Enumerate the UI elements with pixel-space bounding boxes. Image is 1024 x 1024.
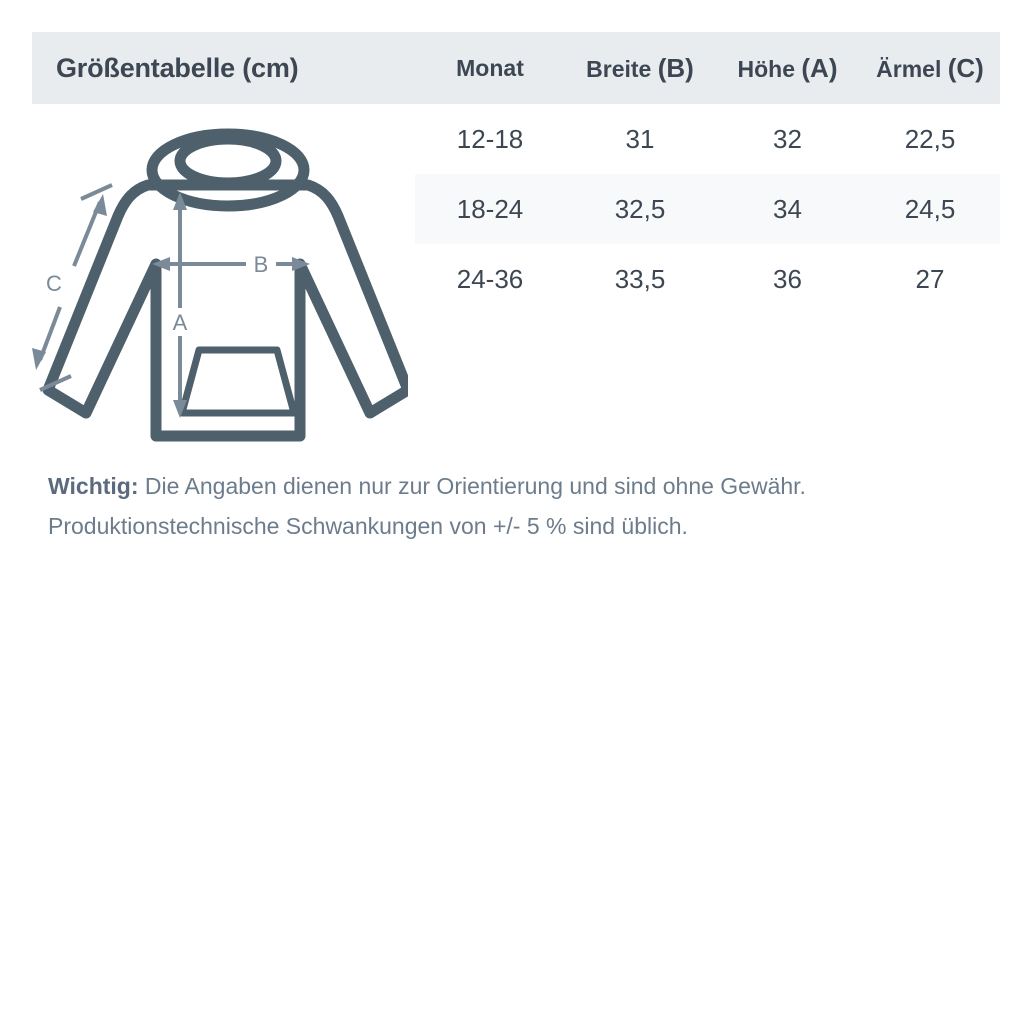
cell-width: 32,5 [614,193,666,224]
cell-month: 12-18 [456,123,524,154]
size-table: Monat Breite (B) Höhe (A) Ärmel (C) 12-1… [415,32,1000,314]
hoodie-garment-icon [42,128,414,442]
disclaimer-line-2: Produktionstechnische Schwankungen von +… [48,513,688,539]
cell-height: 32 [773,123,802,154]
disclaimer-line-1: Wichtig: Die Angaben dienen nur zur Orie… [48,466,978,506]
cell-sleeve: 27 [915,263,945,294]
dimension-label-b: B [254,252,269,277]
table-row: 24-36 33,5 36 27 [415,244,1000,314]
dimension-c-arrow [32,183,113,392]
hood-inner-ellipse [174,133,282,189]
cell-height: 36 [773,263,802,294]
column-header-sleeve: Ärmel (C) [860,32,1000,104]
cell-sleeve: 24,5 [904,193,956,224]
dimension-b-arrow [152,257,310,271]
dimension-label-a: A [173,310,188,335]
column-header-width-dim: (B) [657,52,694,83]
column-header-sleeve-label: Ärmel [876,55,942,82]
column-header-width: Breite (B) [565,32,715,104]
disclaimer-line-1-text: Die Angaben dienen nur zur Orientierung … [138,473,806,499]
cell-width: 31 [625,123,655,154]
page-title: Größentabelle (cm) [56,53,299,83]
column-header-month-label: Monat [456,54,524,81]
hoodie-diagram-svg: A B C [32,128,414,442]
header-band [32,32,1000,104]
column-header-month: Monat [415,32,565,104]
dimension-label-c: C [46,271,62,296]
table-row: 12-18 31 32 22,5 [415,104,1000,174]
cell-month: 24-36 [456,263,524,294]
hoodie-illustration: A B C [28,128,414,453]
cell-sleeve: 22,5 [904,123,956,154]
hoodie-pocket [178,346,298,417]
table-row: 18-24 32,5 34 24,5 [415,174,1000,244]
dimension-labels: A B C [46,252,268,335]
hood-outer-ellipse [146,128,310,212]
cell-width: 33,5 [614,263,666,294]
disclaimer-bold-prefix: Wichtig: [48,473,139,499]
cell-month: 18-24 [456,193,524,224]
column-header-height-dim: (A) [801,52,838,83]
column-header-sleeve-dim: (C) [947,52,984,83]
table-header-row: Monat Breite (B) Höhe (A) Ärmel (C) [415,32,1000,104]
dimension-annotations [32,183,310,418]
cell-height: 34 [773,193,802,224]
column-header-height-label: Höhe [737,55,796,82]
column-header-width-label: Breite [586,55,652,82]
hoodie-body-outline [42,179,414,442]
dimension-a-arrow [173,192,187,418]
disclaimer-note: Wichtig: Die Angaben dienen nur zur Orie… [48,466,978,546]
column-header-height: Höhe (A) [715,32,860,104]
